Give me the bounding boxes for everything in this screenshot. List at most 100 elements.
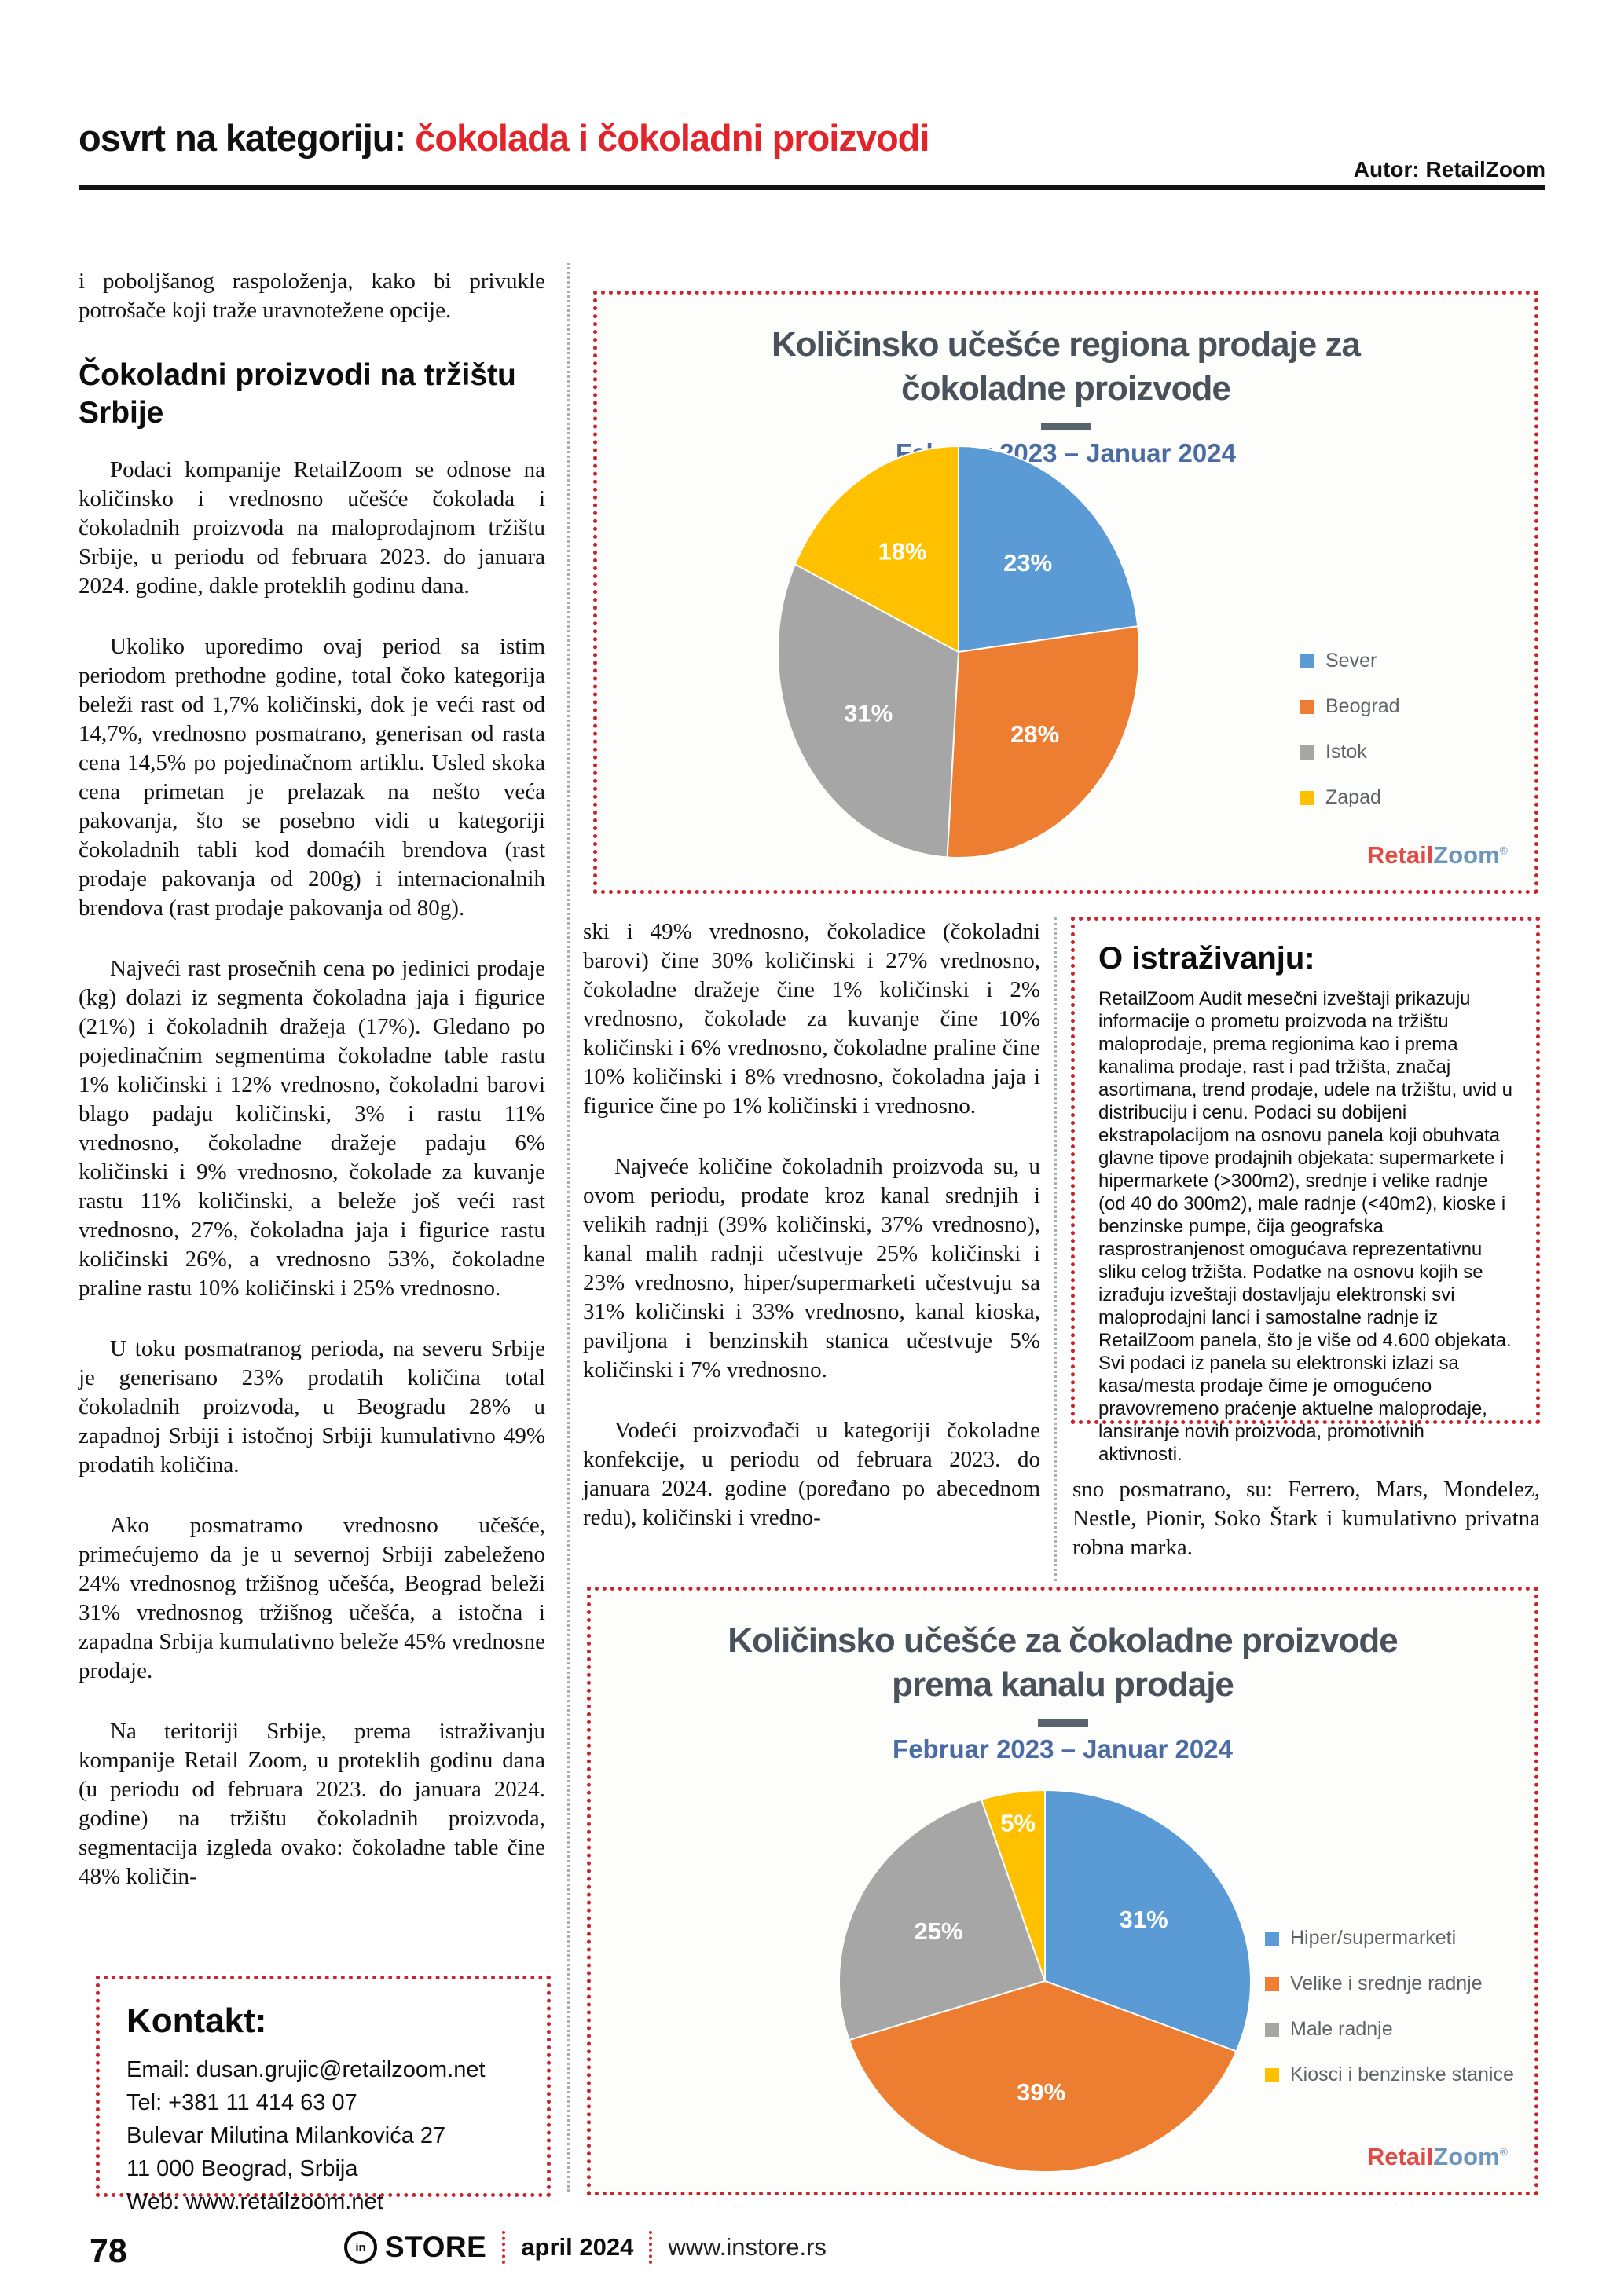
contact-box: Kontakt: Email: dusan.grujic@retailzoom.…: [96, 1976, 551, 2214]
chart2-legend: Hiper/supermarketi Velike i srednje radn…: [1265, 1927, 1514, 2109]
paragraph-8: ski i 49% vrednosno, čokoladice (čokolad…: [583, 919, 1040, 1119]
about-box: O istraživanju: RetailZoom Audit mesečni…: [1071, 917, 1540, 1465]
pie-slice-label: 25%: [915, 1917, 963, 1945]
retailzoom-logo-zoom: Zoom: [1433, 841, 1500, 869]
page-title: osvrt na kategoriju: čokolada i čokoladn…: [79, 116, 1545, 159]
legend-item: Beograd: [1300, 695, 1400, 718]
legend-swatch: [1265, 1931, 1279, 1946]
column-divider-2: [1054, 917, 1057, 1581]
column-divider-1: [567, 263, 570, 2192]
chart1-title-line1: Količinsko učešće regiona prodaje za: [772, 325, 1361, 364]
legend-item: Sever: [1300, 650, 1400, 672]
legend-label: Istok: [1325, 741, 1367, 763]
magazine-website: www.instore.rs: [668, 2233, 827, 2261]
paragraph-3: Ukoliko uporedimo ovaj period sa istim p…: [79, 634, 545, 921]
legend-label: Zapad: [1325, 786, 1381, 808]
paragraph-10: Vodeći proizvođači u kategoriji čokoladn…: [583, 1418, 1040, 1530]
paragraph-9: Najveće količine čokoladnih proizvoda su…: [583, 1154, 1040, 1382]
pie-slice-kiosci-i-benzinske-stanice: [980, 1789, 1046, 1982]
footer-brand-row: in STORE april 2024 www.instore.rs: [344, 2231, 827, 2264]
chart-card-regions: Količinsko učešće regiona prodaje za čok…: [593, 291, 1538, 894]
contact-line-city: 11 000 Beograd, Srbija: [126, 2156, 358, 2181]
article-column-3: sno posmatrano, su: Ferrero, Mars, Monde…: [1072, 1475, 1540, 1594]
legend-item: Zapad: [1300, 786, 1400, 809]
issue-date: april 2024: [521, 2233, 634, 2261]
retailzoom-logo-zoom: Zoom: [1433, 2143, 1500, 2170]
pie-slice-sever: [958, 445, 1139, 654]
legend-swatch: [1300, 654, 1314, 668]
footer-divider-1: [502, 2231, 506, 2264]
contact-line-email: Email: dusan.grujic@retailzoom.net: [126, 2057, 486, 2082]
paragraph-1: i poboljšanog raspoloženja, kako bi priv…: [79, 269, 545, 323]
instore-logo-icon: in: [344, 2231, 377, 2264]
legend-label: Velike i srednje radnje: [1290, 1972, 1483, 1994]
pie-slice-zapad: [794, 445, 959, 654]
pie-slice-label: 5%: [1000, 1809, 1036, 1836]
pie-slice-label: 31%: [844, 699, 893, 727]
legend-swatch: [1300, 790, 1314, 805]
chart-card-channels: Količinsko učešće za čokoladne proizvode…: [587, 1587, 1538, 2195]
chart2-title-divider: [1037, 1719, 1088, 1727]
chart2-title: Količinsko učešće za čokoladne proizvode…: [607, 1619, 1519, 1707]
legend-item: Velike i srednje radnje: [1265, 1972, 1514, 1995]
pie-slice-label: 18%: [878, 538, 926, 566]
contact-line-tel: Tel: +381 11 414 63 07: [126, 2090, 357, 2115]
legend-swatch: [1265, 1976, 1279, 1991]
chart2-subtitle: Februar 2023 – Januar 2024: [893, 1734, 1233, 1763]
paragraph-11: sno posmatrano, su: Ferrero, Mars, Monde…: [1072, 1477, 1540, 1560]
registered-mark: ®: [1499, 2145, 1508, 2159]
article-column-2: ski i 49% vrednosno, čokoladice (čokolad…: [583, 917, 1040, 1564]
legend-item: Istok: [1300, 741, 1400, 764]
legend-label: Sever: [1325, 650, 1377, 672]
legend-label: Kiosci i benzinske stanice: [1290, 2063, 1514, 2085]
retailzoom-logo-retail: Retail: [1366, 841, 1434, 869]
legend-label: Beograd: [1325, 695, 1400, 717]
paragraph-6: Ako posmatramo vrednosno učešće, primeću…: [79, 1513, 545, 1683]
author-credit: Autor: RetailZoom: [1353, 157, 1545, 181]
page-title-accent: čokolada i čokoladni proizvodi: [415, 117, 929, 159]
about-title: O istraživanju:: [1098, 941, 1315, 976]
legend-label: Male radnje: [1290, 2018, 1393, 2040]
magazine-name: STORE: [385, 2231, 487, 2263]
chart2-title-line2: prema kanalu prodaje: [892, 1665, 1234, 1704]
legend-label: Hiper/supermarketi: [1290, 1927, 1457, 1949]
paragraph-7: Na teritoriji Srbije, prema istraživanju…: [79, 1719, 545, 1889]
page-title-black: osvrt na kategoriju:: [79, 117, 416, 159]
legend-swatch: [1300, 699, 1314, 714]
page-footer: 78 in STORE april 2024 www.instore.rs: [79, 2231, 1545, 2278]
about-body: RetailZoom Audit mesečni izveštaji prika…: [1098, 988, 1512, 1465]
pie-slice-label: 28%: [1010, 720, 1059, 748]
registered-mark: ®: [1499, 844, 1508, 857]
pie-slice-velike-i-srednje-radnje: [848, 1979, 1237, 2173]
chart1-title: Količinsko učešće regiona prodaje za čok…: [613, 323, 1519, 411]
chart1-title-divider: [1040, 423, 1091, 430]
contact-line-web: Web: www.retailzoom.net: [126, 2189, 383, 2214]
pie-slice-label: 39%: [1017, 2078, 1065, 2106]
legend-swatch: [1265, 2067, 1279, 2082]
chart2-title-line1: Količinsko učešće za čokoladne proizvode: [728, 1621, 1399, 1660]
pie-slice-label: 31%: [1120, 1906, 1168, 1933]
pie-slice-istok: [777, 562, 960, 859]
section-heading: Čokoladni proizvodi na tržištu Srbije: [79, 358, 516, 430]
legend-item: Male radnje: [1265, 2018, 1514, 2041]
chart1-title-line2: čokoladne proizvode: [901, 369, 1231, 408]
legend-item: Kiosci i benzinske stanice: [1265, 2063, 1514, 2086]
retailzoom-logo: RetailZoom®: [1367, 841, 1508, 870]
masthead: osvrt na kategoriju: čokolada i čokoladn…: [79, 116, 1545, 181]
retailzoom-logo: RetailZoom®: [1367, 2143, 1508, 2171]
footer-divider-2: [649, 2231, 653, 2264]
contact-title: Kontakt:: [126, 2001, 267, 2040]
paragraph-2: Podaci kompanije RetailZoom se odnose na…: [79, 457, 545, 599]
legend-swatch: [1265, 2022, 1279, 2037]
article-column-1: i poboljšanog raspoloženja, kako bi priv…: [79, 267, 545, 1923]
page-number: 78: [90, 2232, 127, 2270]
pie-chart-channels: 31% 39% 25% 5%: [838, 1789, 1252, 2173]
legend-swatch: [1300, 745, 1314, 760]
pie-slice-label: 23%: [1003, 549, 1052, 577]
pie-slice-hiper-supermarketi: [1044, 1789, 1252, 2052]
paragraph-4: Najveći rast prosečnih cena po jedinici …: [79, 956, 545, 1301]
retailzoom-logo-retail: Retail: [1366, 2143, 1434, 2170]
legend-item: Hiper/supermarketi: [1265, 1927, 1514, 1950]
paragraph-5: U toku posmatranog perioda, na severu Sr…: [79, 1336, 545, 1478]
